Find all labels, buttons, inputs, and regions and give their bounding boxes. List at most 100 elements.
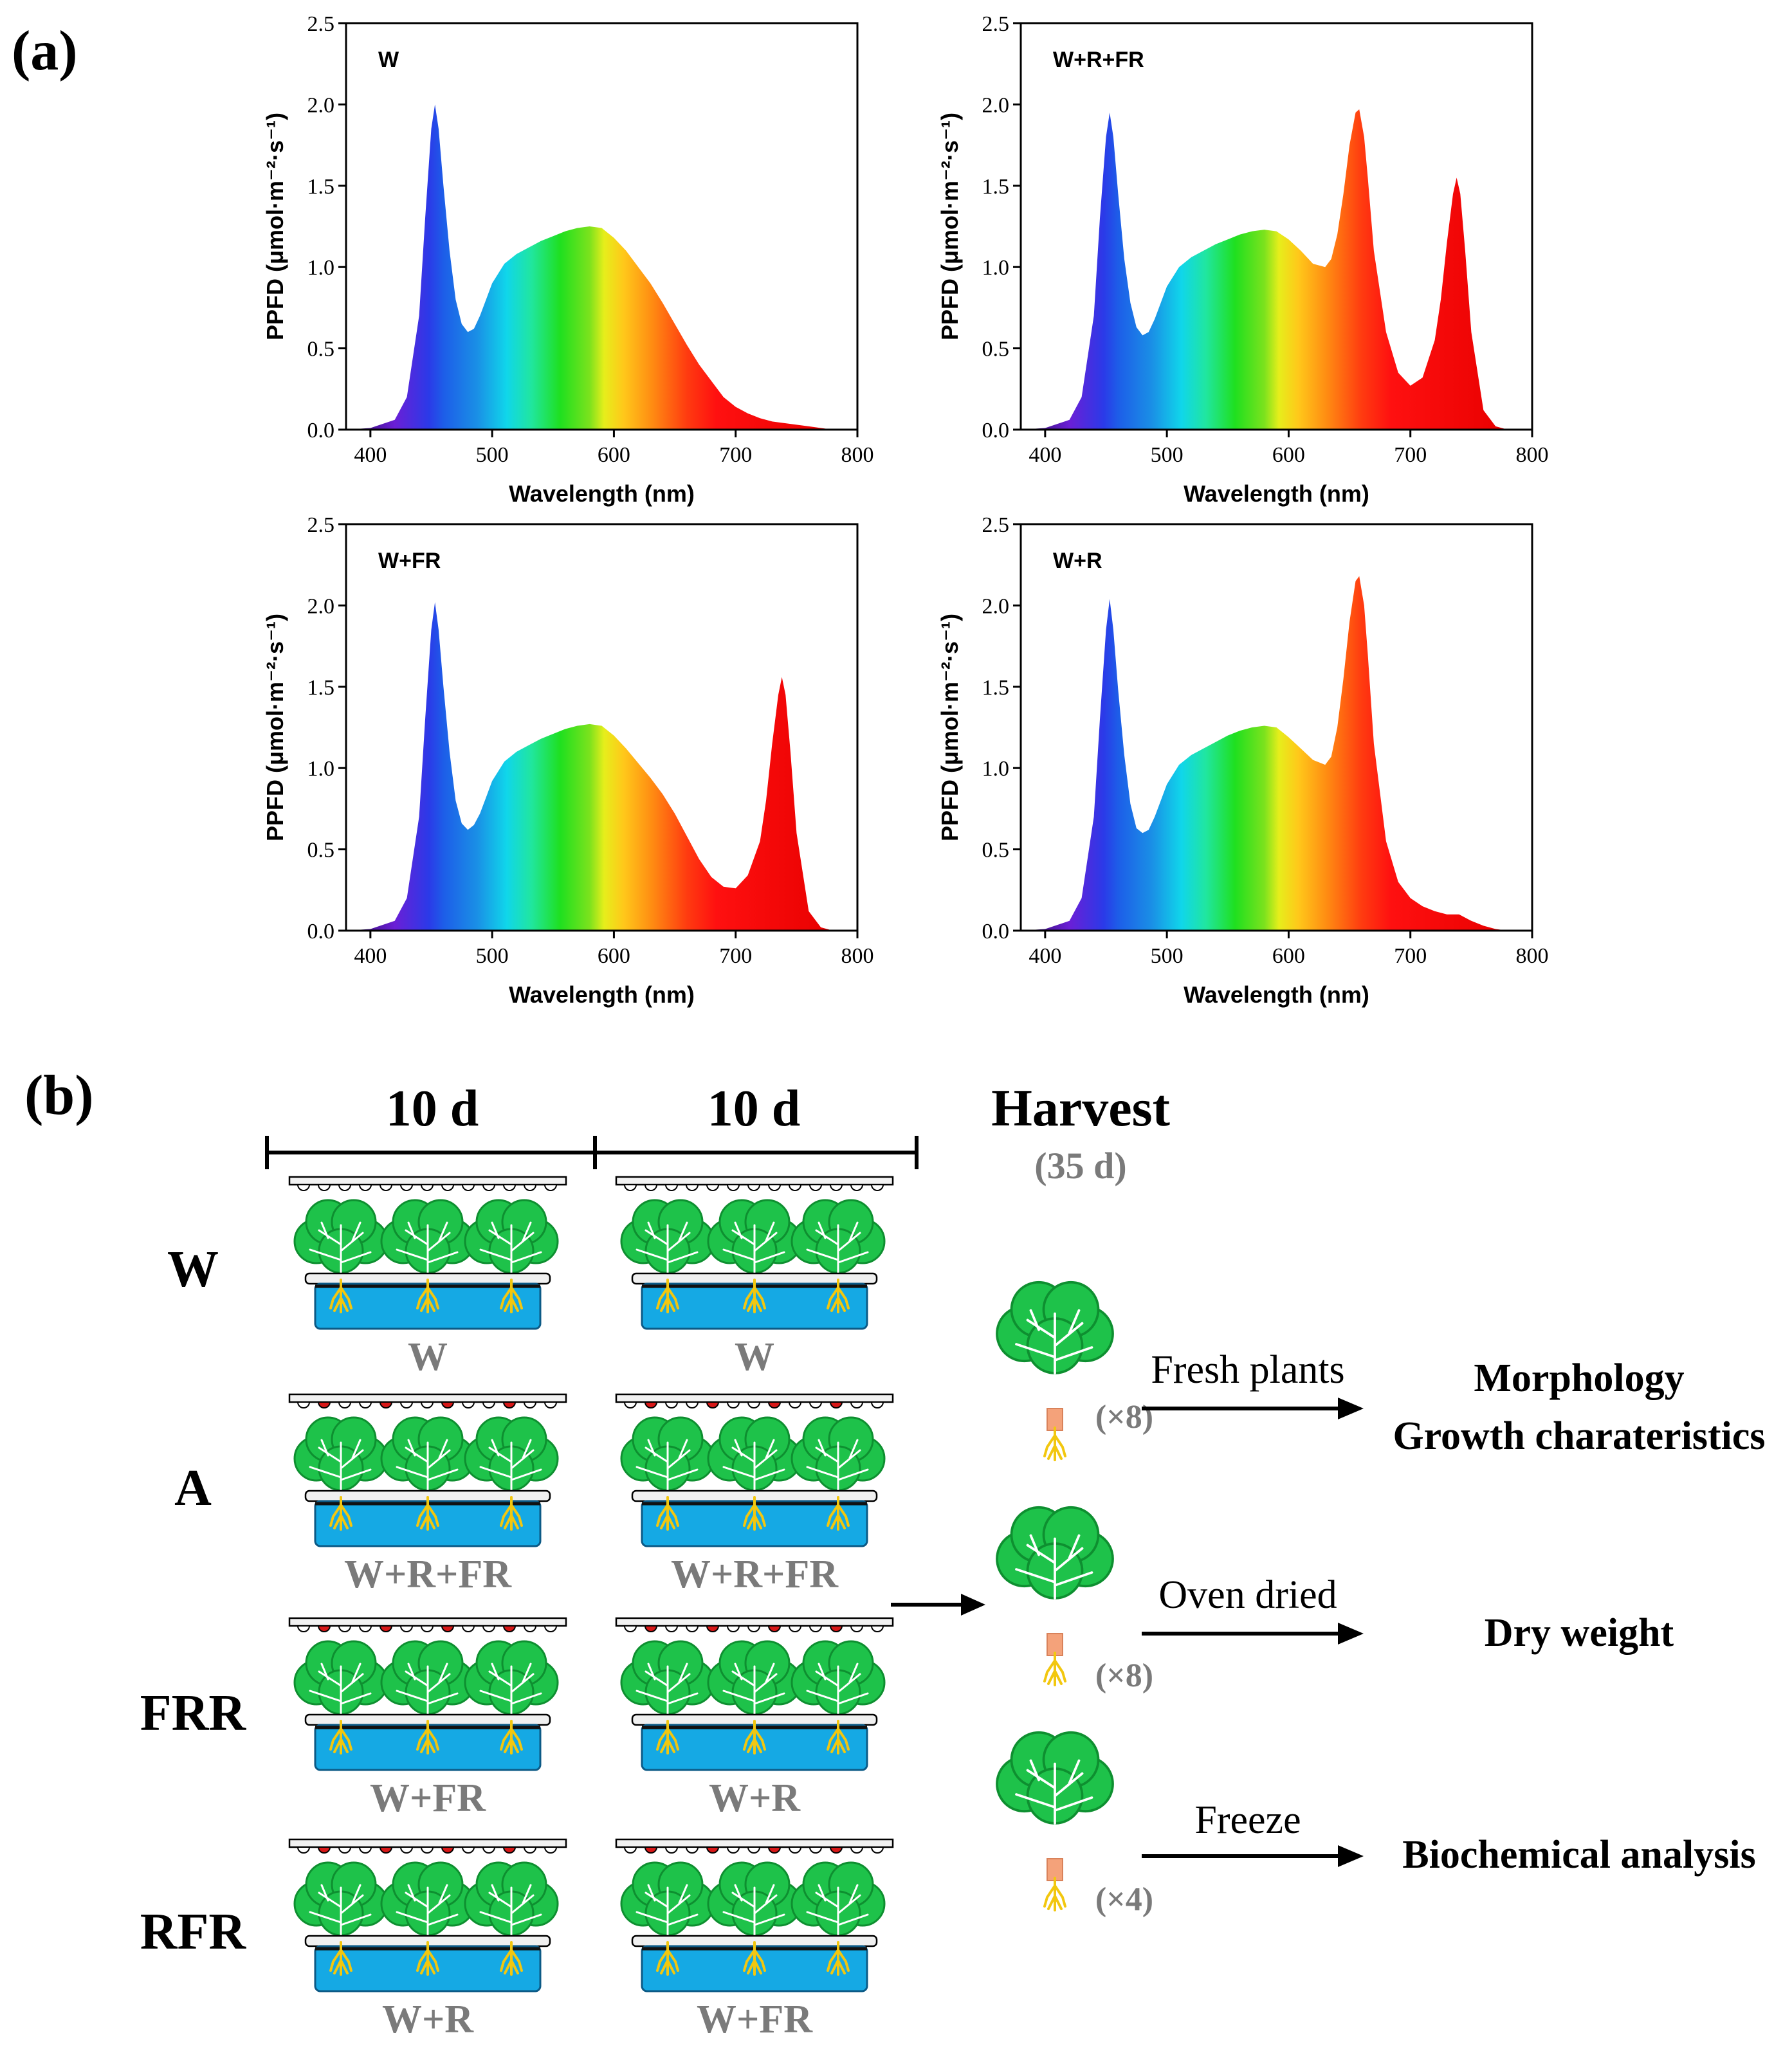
led-icon xyxy=(644,1625,658,1632)
x-tick-label: 500 xyxy=(476,443,509,467)
led-icon xyxy=(379,1184,393,1191)
plant-icon xyxy=(620,1416,715,1491)
led-icon xyxy=(706,1846,720,1854)
treatment-name: W xyxy=(167,1241,219,1298)
led-icon xyxy=(706,1625,720,1632)
x-tick-label: 500 xyxy=(476,944,509,968)
root-icon xyxy=(329,1279,352,1313)
y-tick-label: 1.0 xyxy=(982,256,1010,280)
root-icon xyxy=(656,1496,679,1531)
led-bar xyxy=(288,1617,567,1627)
led-icon xyxy=(379,1401,393,1408)
led-icon xyxy=(461,1184,475,1191)
y-tick-label: 0.5 xyxy=(307,839,335,862)
growth-unit-period-2: W+FR xyxy=(615,1838,894,2041)
harvest-analyses: Morphology Growth charateristics Dry wei… xyxy=(891,1281,1766,1918)
treatment-rows: W W W A W+R+FR W+R+FR FRR W+FR W+R RFR W+R W+FR xyxy=(140,1176,894,2041)
light-treatment-label: W+FR xyxy=(370,1776,486,1820)
plant-icon xyxy=(707,1861,802,1937)
led-icon xyxy=(809,1184,823,1191)
led-icon xyxy=(664,1846,679,1854)
y-tick-label: 1.5 xyxy=(982,676,1010,700)
x-tick-label: 400 xyxy=(1029,443,1061,467)
led-icon xyxy=(850,1184,864,1191)
led-icon xyxy=(482,1401,496,1408)
led-icon xyxy=(338,1846,352,1854)
x-tick-label: 600 xyxy=(598,443,630,467)
y-tick-label: 2.5 xyxy=(307,12,335,36)
led-icon xyxy=(623,1846,637,1854)
y-tick-label: 0.0 xyxy=(307,419,335,442)
y-tick-label: 2.5 xyxy=(307,513,335,537)
led-icon xyxy=(297,1625,311,1632)
plant-icon xyxy=(791,1861,886,1937)
plant-icon xyxy=(996,1281,1114,1374)
led-icon xyxy=(664,1184,679,1191)
growth-unit-period-1: W+R+FR xyxy=(288,1393,567,1596)
led-icon xyxy=(420,1184,434,1191)
root-icon xyxy=(1043,1877,1066,1911)
led-icon xyxy=(623,1401,637,1408)
led-bar xyxy=(615,1393,894,1403)
led-icon xyxy=(644,1846,658,1854)
root-icon xyxy=(416,1720,439,1755)
led-icon xyxy=(644,1184,658,1191)
root-icon xyxy=(827,1720,850,1755)
led-icon xyxy=(623,1625,637,1632)
treatment-row-w: W W W xyxy=(167,1176,894,1379)
root-icon xyxy=(743,1496,766,1531)
plot-frame xyxy=(1019,523,1533,932)
analysis-2 xyxy=(996,1506,1364,1686)
led-icon xyxy=(870,1846,884,1854)
spectrum-chart-2: 0.0 0.5 1.0 1.5 2.0 2.5 400 500 600 700 800 W+R+FR W… xyxy=(937,12,1549,507)
timeline: 10 d 10 d xyxy=(265,1080,919,1169)
root-icon xyxy=(1043,1427,1066,1461)
spectrum-chart-1: 0.0 0.5 1.0 1.5 2.0 2.5 400 500 600 700 800 W Wavele… xyxy=(262,12,874,507)
x-tick-label: 800 xyxy=(1516,944,1549,968)
x-tick-label: 600 xyxy=(1272,944,1305,968)
led-icon xyxy=(338,1625,352,1632)
led-icon xyxy=(850,1846,864,1854)
period-1-label: 10 d xyxy=(386,1080,479,1137)
led-icon xyxy=(870,1401,884,1408)
panel-b-label: (b) xyxy=(24,1064,94,1127)
x-axis-label: Wavelength (nm) xyxy=(509,981,695,1008)
root-icon xyxy=(743,1720,766,1755)
treatment-name: A xyxy=(174,1460,212,1517)
led-icon xyxy=(297,1846,311,1854)
spectrum-chart-4: 0.0 0.5 1.0 1.5 2.0 2.5 400 500 600 700 800 W+R Wave… xyxy=(937,513,1549,1008)
led-icon xyxy=(809,1625,823,1632)
led-icon xyxy=(809,1401,823,1408)
led-icon xyxy=(502,1401,517,1408)
analysis-3-result-1: Biochemical analysis xyxy=(1402,1833,1755,1877)
plant-icon xyxy=(293,1199,389,1274)
led-icon xyxy=(664,1401,679,1408)
plant-icon xyxy=(996,1731,1114,1825)
led-icon xyxy=(685,1401,699,1408)
root-icon xyxy=(827,1279,850,1313)
x-tick-label: 800 xyxy=(841,443,874,467)
root-icon xyxy=(416,1279,439,1313)
x-tick-label: 500 xyxy=(1151,443,1184,467)
x-axis-label: Wavelength (nm) xyxy=(1184,480,1369,507)
y-axis-label: PPFD (μmol·m⁻²·s⁻¹) xyxy=(262,113,288,340)
analysis-1 xyxy=(996,1281,1364,1461)
y-tick-label: 1.0 xyxy=(982,757,1010,781)
y-tick-label: 1.5 xyxy=(307,175,335,199)
light-treatment-label: W+R xyxy=(382,1998,474,2041)
harvest-day: (35 d) xyxy=(1034,1145,1126,1187)
x-tick-label: 800 xyxy=(841,944,874,968)
y-tick-label: 0.5 xyxy=(982,839,1010,862)
led-icon xyxy=(829,1625,843,1632)
led-icon xyxy=(420,1401,434,1408)
period-2-label: 10 d xyxy=(708,1080,801,1137)
led-icon xyxy=(441,1846,455,1854)
led-icon xyxy=(788,1625,802,1632)
spectrum-area xyxy=(346,602,834,931)
led-icon xyxy=(420,1625,434,1632)
led-icon xyxy=(850,1625,864,1632)
growth-unit-period-1: W+FR xyxy=(288,1617,567,1820)
plant-icon xyxy=(380,1416,475,1491)
led-icon xyxy=(829,1184,843,1191)
